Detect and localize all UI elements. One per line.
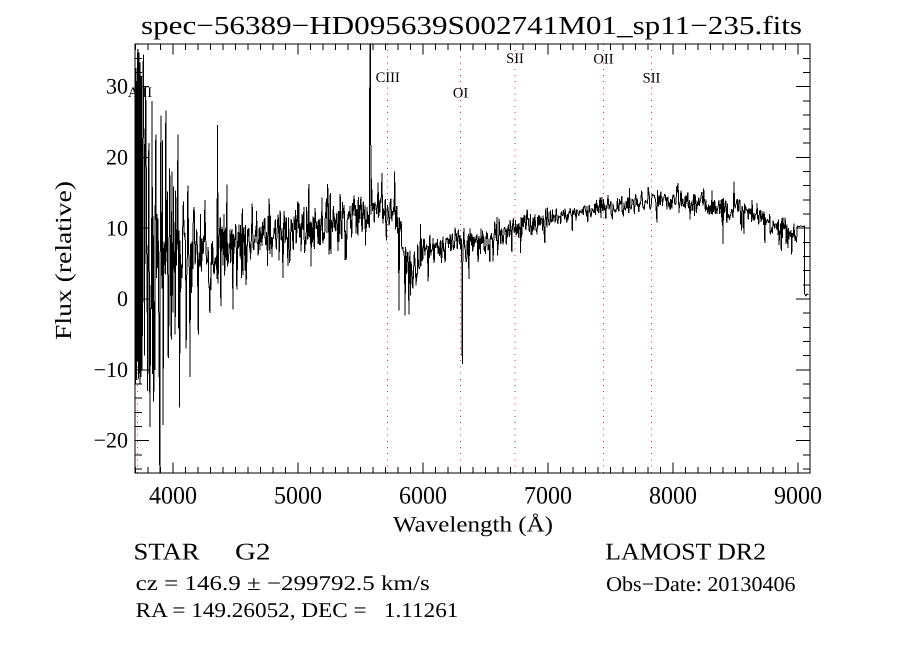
- svg-text:9000: 9000: [774, 483, 822, 510]
- svg-text:spec−56389−HD095639S002741M01_: spec−56389−HD095639S002741M01_sp11−235.f…: [141, 11, 802, 40]
- svg-text:0: 0: [117, 286, 128, 311]
- svg-text:30: 30: [106, 74, 128, 99]
- svg-text:G2: G2: [235, 539, 271, 565]
- svg-text:8000: 8000: [649, 483, 697, 510]
- svg-text:20: 20: [106, 145, 128, 170]
- svg-text:7000: 7000: [524, 483, 572, 510]
- svg-text:6000: 6000: [399, 483, 447, 510]
- svg-text:Flux (relative): Flux (relative): [51, 181, 76, 340]
- svg-text:OI: OI: [453, 86, 468, 102]
- svg-text:4000: 4000: [149, 483, 197, 510]
- svg-text:RA = 149.26052, DEC = 1.1126: RA = 149.26052, DEC = 1.11261: [136, 598, 459, 622]
- svg-text:SII: SII: [643, 71, 661, 87]
- svg-text:Obs−Date: 20130406: Obs−Date: 20130406: [606, 572, 796, 596]
- svg-text:AlII: AlII: [128, 85, 152, 101]
- svg-text:Wavelength (Å): Wavelength (Å): [393, 512, 553, 537]
- svg-text:SII: SII: [506, 51, 524, 67]
- svg-text:5000: 5000: [274, 483, 322, 510]
- svg-text:CIII: CIII: [376, 70, 400, 86]
- svg-text:cz = 146.9 ± −299792.5 km/s: cz = 146.9 ± −299792.5 km/s: [136, 571, 430, 595]
- svg-text:10: 10: [106, 215, 128, 240]
- svg-text:STAR: STAR: [134, 539, 200, 565]
- svg-text:OII: OII: [593, 52, 613, 68]
- svg-text:−20: −20: [94, 428, 128, 453]
- svg-text:−10: −10: [94, 357, 128, 382]
- svg-text:LAMOST DR2: LAMOST DR2: [605, 539, 766, 565]
